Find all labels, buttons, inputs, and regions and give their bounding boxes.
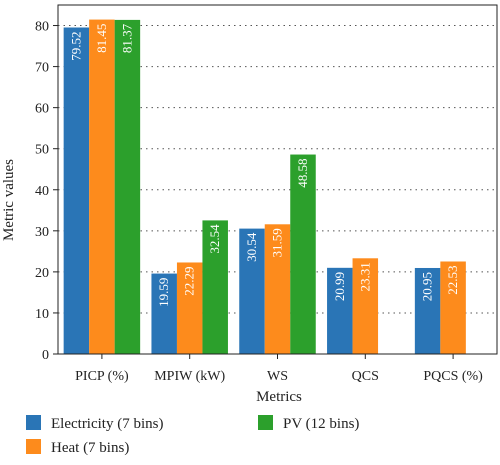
- bar-electricity: [327, 267, 353, 354]
- y-tick-label: 30: [35, 225, 49, 240]
- axes: 0 10 20 30 40 50 60 70 80 PICP (%) MPIW (kW) WS QCS P…: [35, 4, 498, 384]
- legend-label: PV (12 bins): [283, 416, 359, 432]
- y-tick-label: 80: [35, 20, 49, 35]
- bar-value-label: 31.59: [270, 228, 285, 257]
- y-tick-label: 0: [42, 348, 49, 363]
- bar-pv: [290, 154, 316, 354]
- bar-value-label: 23.31: [357, 262, 372, 291]
- x-axis-title: Metrics: [256, 389, 302, 405]
- bar-value-label: 22.53: [445, 265, 460, 294]
- legend-swatch: [258, 415, 273, 430]
- bar-labels: 79.52 81.45 81.37 19.59 22.29 32.54 30.54 31.59…: [68, 23, 460, 306]
- bar-value-label: 22.29: [182, 266, 197, 295]
- bar-electricity: [414, 267, 441, 354]
- x-tick-label: MPIW (kW): [154, 369, 225, 384]
- bar-value-label: 20.95: [420, 272, 435, 301]
- y-tick-label: 60: [35, 102, 49, 117]
- y-axis-title: Metric values: [1, 159, 17, 241]
- x-tick-label: QCS: [352, 369, 379, 384]
- y-tick-label: 20: [35, 266, 49, 281]
- legend-swatch: [26, 439, 41, 454]
- bar-heat: [440, 261, 466, 354]
- legend-label: Electricity (7 bins): [51, 416, 163, 432]
- bar-value-label: 48.58: [295, 159, 310, 188]
- legend-label: Heat (7 bins): [51, 440, 129, 456]
- x-tick-label: WS: [267, 369, 288, 384]
- y-tick-label: 50: [35, 143, 49, 158]
- bar-heat: [89, 19, 115, 355]
- legend-swatch: [26, 415, 41, 430]
- x-tick-label: PICP (%): [75, 369, 129, 384]
- bar-value-label: 20.99: [332, 272, 347, 301]
- bar-value-label: 30.54: [244, 232, 259, 262]
- bar-electricity: [239, 228, 265, 354]
- y-tick-label: 70: [35, 61, 49, 76]
- bar-heat: [264, 224, 291, 354]
- bar-pv: [114, 19, 141, 354]
- bar-heat: [352, 258, 379, 354]
- bars: [63, 19, 466, 355]
- bar-pv: [202, 220, 228, 354]
- bar-value-label: 81.45: [94, 24, 109, 53]
- bar-electricity: [63, 27, 90, 354]
- bar-electricity: [151, 273, 177, 354]
- bar-value-label: 79.52: [68, 32, 83, 61]
- bar-value-label: 19.59: [156, 278, 171, 307]
- legend: Electricity (7 bins) Heat (7 bins) PV (12 …: [26, 415, 359, 456]
- bar-value-label: 81.37: [119, 23, 134, 53]
- x-tick-label: PQCS (%): [423, 369, 483, 384]
- y-tick-label: 10: [35, 307, 49, 322]
- y-tick-label: 40: [35, 184, 49, 199]
- bar-value-label: 32.54: [207, 224, 222, 254]
- bar-heat: [176, 262, 203, 354]
